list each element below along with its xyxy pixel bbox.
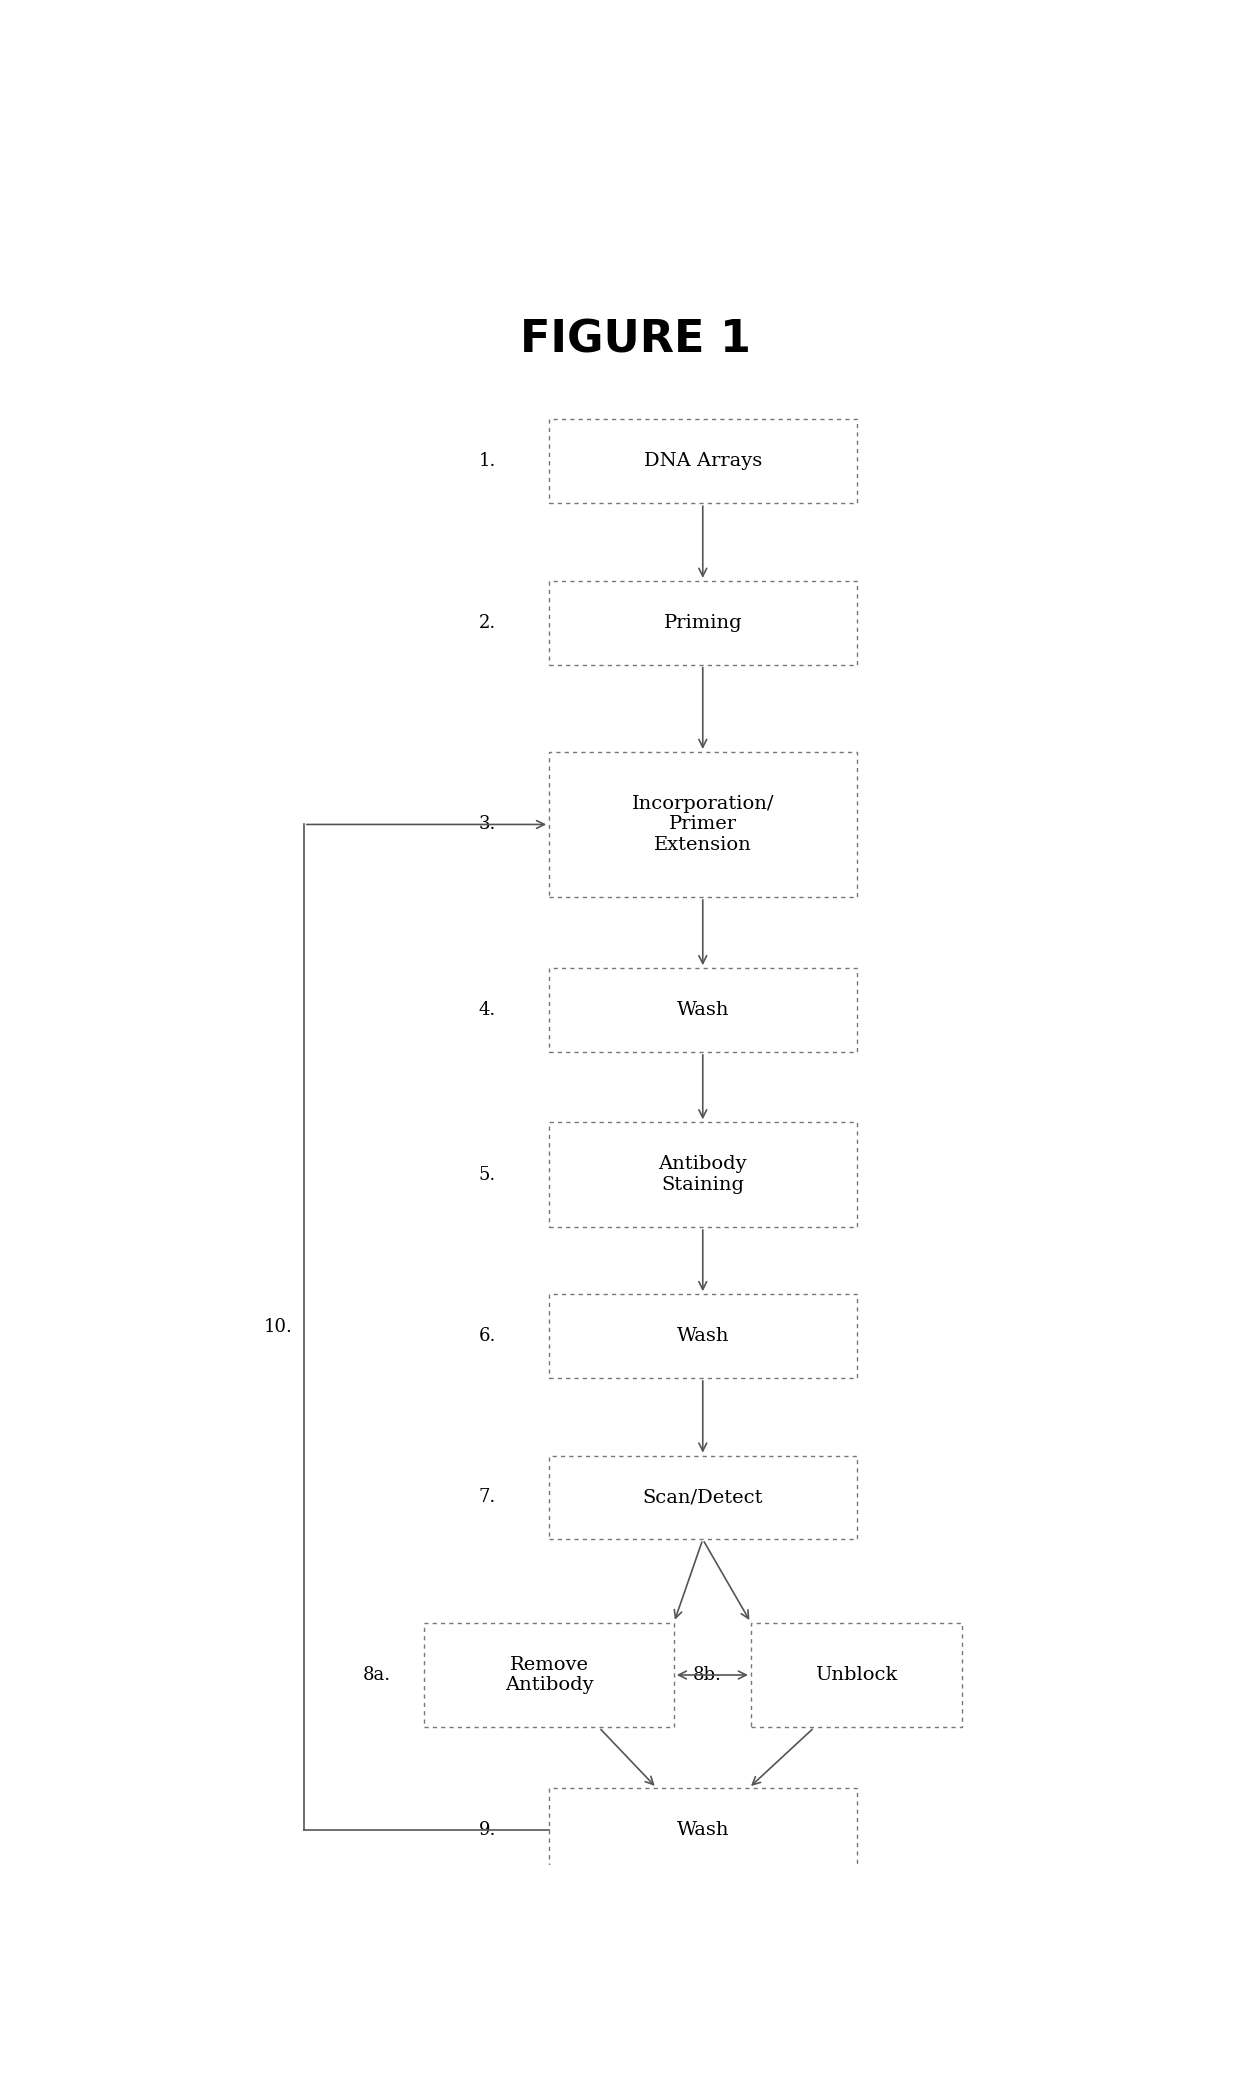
- Bar: [424, 1622, 675, 1727]
- Text: 2.: 2.: [479, 614, 496, 631]
- Text: 7.: 7.: [479, 1488, 496, 1507]
- Text: Scan/Detect: Scan/Detect: [642, 1488, 763, 1507]
- Text: Unblock: Unblock: [816, 1666, 898, 1683]
- Text: 8b.: 8b.: [693, 1666, 722, 1683]
- Text: 6.: 6.: [479, 1327, 496, 1346]
- Text: Remove
Antibody: Remove Antibody: [505, 1656, 593, 1694]
- Bar: [549, 419, 857, 503]
- Text: Priming: Priming: [663, 614, 742, 631]
- Bar: [549, 1121, 857, 1226]
- Text: 4.: 4.: [479, 1002, 496, 1019]
- Text: 3.: 3.: [479, 815, 496, 834]
- Text: FIGURE 1: FIGURE 1: [520, 319, 751, 363]
- Text: 5.: 5.: [479, 1165, 496, 1184]
- Bar: [751, 1622, 962, 1727]
- Text: Wash: Wash: [677, 1327, 729, 1346]
- Text: Antibody
Staining: Antibody Staining: [658, 1155, 746, 1195]
- Text: 1.: 1.: [479, 453, 496, 470]
- Text: DNA Arrays: DNA Arrays: [644, 453, 761, 470]
- Text: Incorporation/
Primer
Extension: Incorporation/ Primer Extension: [631, 794, 774, 855]
- Text: Wash: Wash: [677, 1821, 729, 1838]
- Bar: [549, 1455, 857, 1538]
- Text: Wash: Wash: [677, 1002, 729, 1019]
- Bar: [549, 1788, 857, 1872]
- Text: 10.: 10.: [264, 1318, 293, 1335]
- Bar: [549, 752, 857, 897]
- Text: 9.: 9.: [479, 1821, 496, 1838]
- Bar: [549, 968, 857, 1052]
- Bar: [549, 581, 857, 664]
- Text: 8a.: 8a.: [362, 1666, 391, 1683]
- Bar: [549, 1293, 857, 1377]
